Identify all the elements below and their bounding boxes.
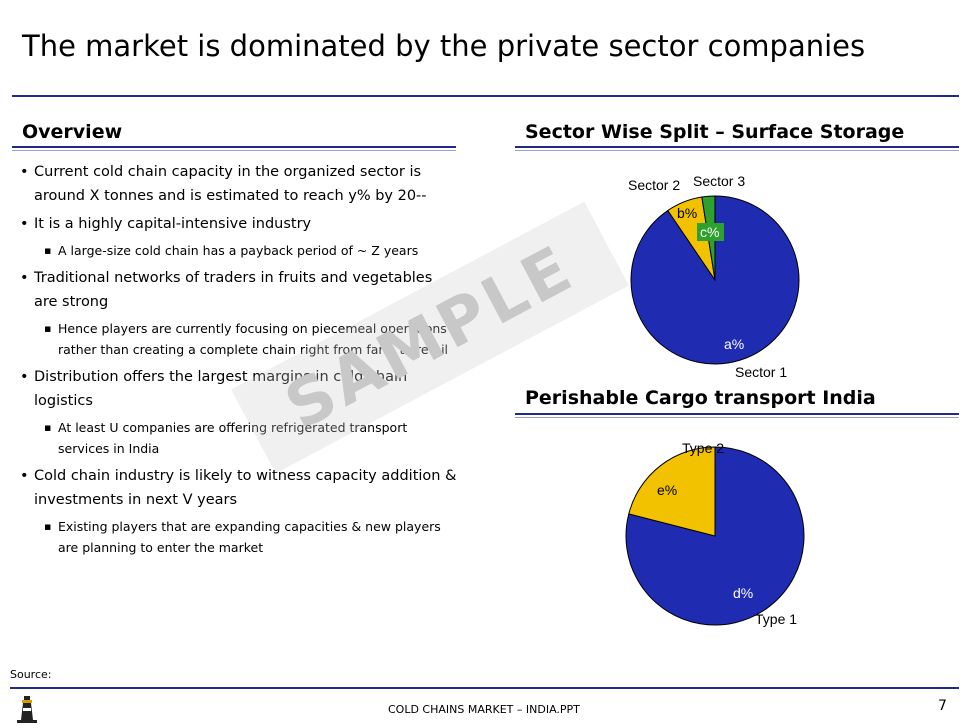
overview-heading: Overview — [22, 121, 123, 143]
overview-bullet-list: Current cold chain capacity in the organ… — [20, 160, 460, 563]
sector-chart-divider — [515, 146, 959, 148]
bullet-1: Current cold chain capacity in the organ… — [20, 160, 460, 208]
footer-divider — [10, 687, 959, 689]
bullet-3: Traditional networks of traders in fruit… — [20, 266, 460, 314]
sector-pie-chart: Sector 2 Sector 3 b% c% a% Sector 1 — [628, 173, 800, 380]
type-2-value: e% — [657, 482, 677, 498]
sector-3-value-box — [697, 223, 724, 241]
cargo-chart-divider-thin — [515, 417, 959, 418]
source-label: Source: — [10, 668, 52, 681]
bullet-5: Cold chain industry is likely to witness… — [20, 464, 460, 512]
sub-bullet-3-1: Hence players are currently focusing on … — [20, 318, 460, 360]
sector-1-label: Sector 1 — [735, 364, 787, 380]
cargo-chart-divider — [515, 413, 959, 415]
cargo-pie-chart: Type 2 e% d% Type 1 — [625, 440, 805, 627]
sector-chart-divider-thin — [515, 150, 959, 151]
cargo-chart-heading: Perishable Cargo transport India — [525, 387, 876, 409]
type-2-label: Type 2 — [682, 440, 724, 456]
title-divider — [12, 95, 959, 97]
bullet-4: Distribution offers the largest margins … — [20, 365, 460, 413]
sub-bullet-2-1: A large-size cold chain has a payback pe… — [20, 240, 460, 261]
sector-2-label: Sector 2 — [628, 177, 680, 193]
lighthouse-logo-icon — [17, 696, 37, 723]
type-1-label: Type 1 — [755, 611, 797, 627]
bullet-2: It is a highly capital-intensive industr… — [20, 212, 460, 236]
overview-divider — [12, 146, 456, 148]
sector-3-label: Sector 3 — [693, 173, 745, 189]
sub-bullet-5-1: Existing players that are expanding capa… — [20, 516, 460, 558]
sector-1-value: a% — [724, 336, 744, 352]
footer-document-name: COLD CHAINS MARKET – INDIA.PPT — [388, 703, 580, 716]
slide-title: The market is dominated by the private s… — [22, 29, 866, 63]
sector-chart-heading: Sector Wise Split – Surface Storage — [525, 121, 905, 143]
sector-3-value: c% — [700, 224, 719, 240]
sector-2-value: b% — [677, 205, 697, 221]
type-1-value: d% — [733, 585, 753, 601]
page-number: 7 — [938, 698, 947, 714]
pie-slice-type-2 — [628, 446, 716, 537]
overview-divider-thin — [12, 150, 456, 151]
sub-bullet-4-1: At least U companies are offering refrig… — [20, 417, 460, 459]
